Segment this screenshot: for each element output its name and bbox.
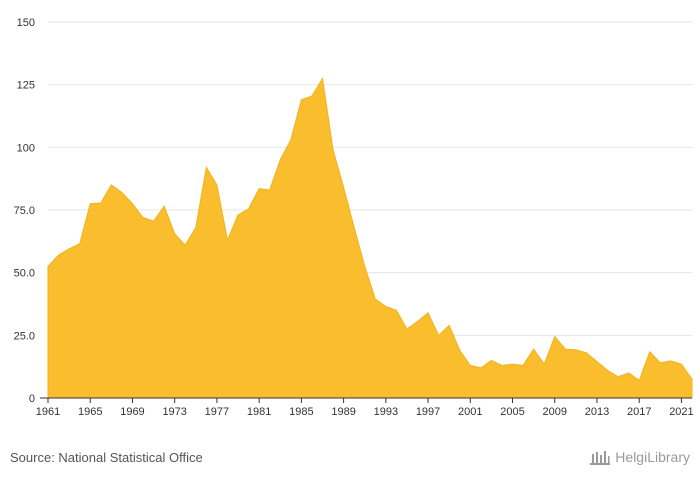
data-point[interactable] bbox=[405, 327, 409, 331]
data-point[interactable] bbox=[616, 375, 620, 379]
data-point[interactable] bbox=[152, 219, 156, 223]
data-point[interactable] bbox=[574, 348, 578, 352]
data-point[interactable] bbox=[363, 264, 367, 268]
data-point[interactable] bbox=[416, 320, 420, 324]
x-tick-label: 1965 bbox=[78, 406, 102, 418]
data-point[interactable] bbox=[595, 360, 599, 364]
y-tick-label: 0 bbox=[29, 393, 35, 405]
data-point[interactable] bbox=[120, 190, 124, 194]
data-point[interactable] bbox=[489, 358, 493, 362]
data-point[interactable] bbox=[299, 98, 303, 102]
data-point[interactable] bbox=[447, 323, 451, 327]
data-point[interactable] bbox=[352, 226, 356, 230]
source-note: Source: National Statistical Office bbox=[10, 450, 203, 465]
data-point[interactable] bbox=[67, 247, 71, 251]
data-point[interactable] bbox=[162, 204, 166, 208]
x-tick-label: 1977 bbox=[205, 406, 229, 418]
data-point[interactable] bbox=[426, 311, 430, 315]
data-point[interactable] bbox=[669, 359, 673, 363]
x-tick-label: 2021 bbox=[669, 406, 693, 418]
data-point[interactable] bbox=[511, 362, 515, 366]
x-tick-label: 2009 bbox=[543, 406, 567, 418]
x-tick-label: 2001 bbox=[458, 406, 482, 418]
x-tick-label: 1989 bbox=[331, 406, 355, 418]
x-axis-ticks: 1961 1965 1969 1973 1977 1981 1985 1989 1993 1997… bbox=[36, 398, 694, 418]
y-tick-label: 75.0 bbox=[14, 205, 35, 217]
x-tick-label: 2013 bbox=[585, 406, 609, 418]
data-point[interactable] bbox=[204, 165, 208, 169]
data-point[interactable] bbox=[130, 202, 134, 206]
area-series-fill bbox=[47, 76, 693, 399]
x-tick-label: 1997 bbox=[416, 406, 440, 418]
y-tick-label: 150 bbox=[17, 17, 35, 29]
data-point[interactable] bbox=[109, 183, 113, 187]
data-point[interactable] bbox=[584, 351, 588, 355]
data-point[interactable] bbox=[500, 363, 504, 367]
data-point[interactable] bbox=[373, 297, 377, 301]
y-tick-label: 125 bbox=[17, 80, 35, 92]
brand-logo[interactable]: HelgiLibrary bbox=[589, 448, 690, 466]
x-tick-label: 1993 bbox=[374, 406, 398, 418]
library-columns-icon bbox=[590, 451, 611, 465]
data-point[interactable] bbox=[173, 232, 177, 236]
data-point[interactable] bbox=[320, 76, 324, 80]
data-point[interactable] bbox=[542, 362, 546, 366]
data-point[interactable] bbox=[437, 333, 441, 337]
area-chart: 1961 1965 1969 1973 1977 1981 1985 1989 1993 1997… bbox=[14, 17, 694, 418]
data-point[interactable] bbox=[183, 243, 187, 247]
x-tick-label: 1973 bbox=[162, 406, 186, 418]
data-point[interactable] bbox=[215, 183, 219, 187]
y-tick-label: 100 bbox=[17, 142, 35, 154]
data-point[interactable] bbox=[553, 335, 557, 339]
data-point[interactable] bbox=[679, 362, 683, 366]
data-point[interactable] bbox=[268, 188, 272, 192]
data-point[interactable] bbox=[236, 213, 240, 217]
data-point[interactable] bbox=[141, 216, 145, 220]
data-point[interactable] bbox=[194, 226, 198, 230]
x-tick-label: 1961 bbox=[36, 406, 60, 418]
data-point[interactable] bbox=[394, 308, 398, 312]
data-point[interactable] bbox=[658, 361, 662, 365]
brand-name: HelgiLibrary bbox=[615, 449, 690, 465]
data-point[interactable] bbox=[225, 238, 229, 242]
data-point[interactable] bbox=[278, 158, 282, 162]
data-point[interactable] bbox=[78, 242, 82, 246]
y-tick-label: 50.0 bbox=[14, 268, 35, 280]
data-point[interactable] bbox=[331, 148, 335, 152]
data-point[interactable] bbox=[606, 368, 610, 372]
data-point[interactable] bbox=[99, 201, 103, 205]
data-point[interactable] bbox=[458, 348, 462, 352]
x-tick-label: 1981 bbox=[247, 406, 271, 418]
data-point[interactable] bbox=[637, 378, 641, 382]
data-point[interactable] bbox=[342, 185, 346, 189]
area-series bbox=[46, 76, 694, 399]
data-point[interactable] bbox=[310, 94, 314, 98]
data-point[interactable] bbox=[88, 202, 92, 206]
data-point[interactable] bbox=[479, 366, 483, 370]
data-point[interactable] bbox=[521, 363, 525, 367]
data-point[interactable] bbox=[648, 350, 652, 354]
data-point[interactable] bbox=[46, 264, 50, 268]
data-point[interactable] bbox=[289, 138, 293, 142]
x-tick-label: 2005 bbox=[500, 406, 524, 418]
x-tick-label: 2017 bbox=[627, 406, 651, 418]
data-point[interactable] bbox=[690, 377, 694, 381]
data-point[interactable] bbox=[532, 347, 536, 351]
y-tick-label: 25.0 bbox=[14, 330, 35, 342]
x-tick-label: 1969 bbox=[120, 406, 144, 418]
x-tick-label: 1985 bbox=[289, 406, 313, 418]
data-point[interactable] bbox=[384, 305, 388, 309]
y-axis-ticks: 0 25.0 50.0 75.0 100 125 150 bbox=[14, 17, 35, 405]
data-point[interactable] bbox=[627, 371, 631, 375]
data-point[interactable] bbox=[247, 207, 251, 211]
data-point[interactable] bbox=[563, 347, 567, 351]
data-point[interactable] bbox=[57, 253, 61, 257]
data-point[interactable] bbox=[468, 363, 472, 367]
data-point[interactable] bbox=[257, 187, 261, 191]
